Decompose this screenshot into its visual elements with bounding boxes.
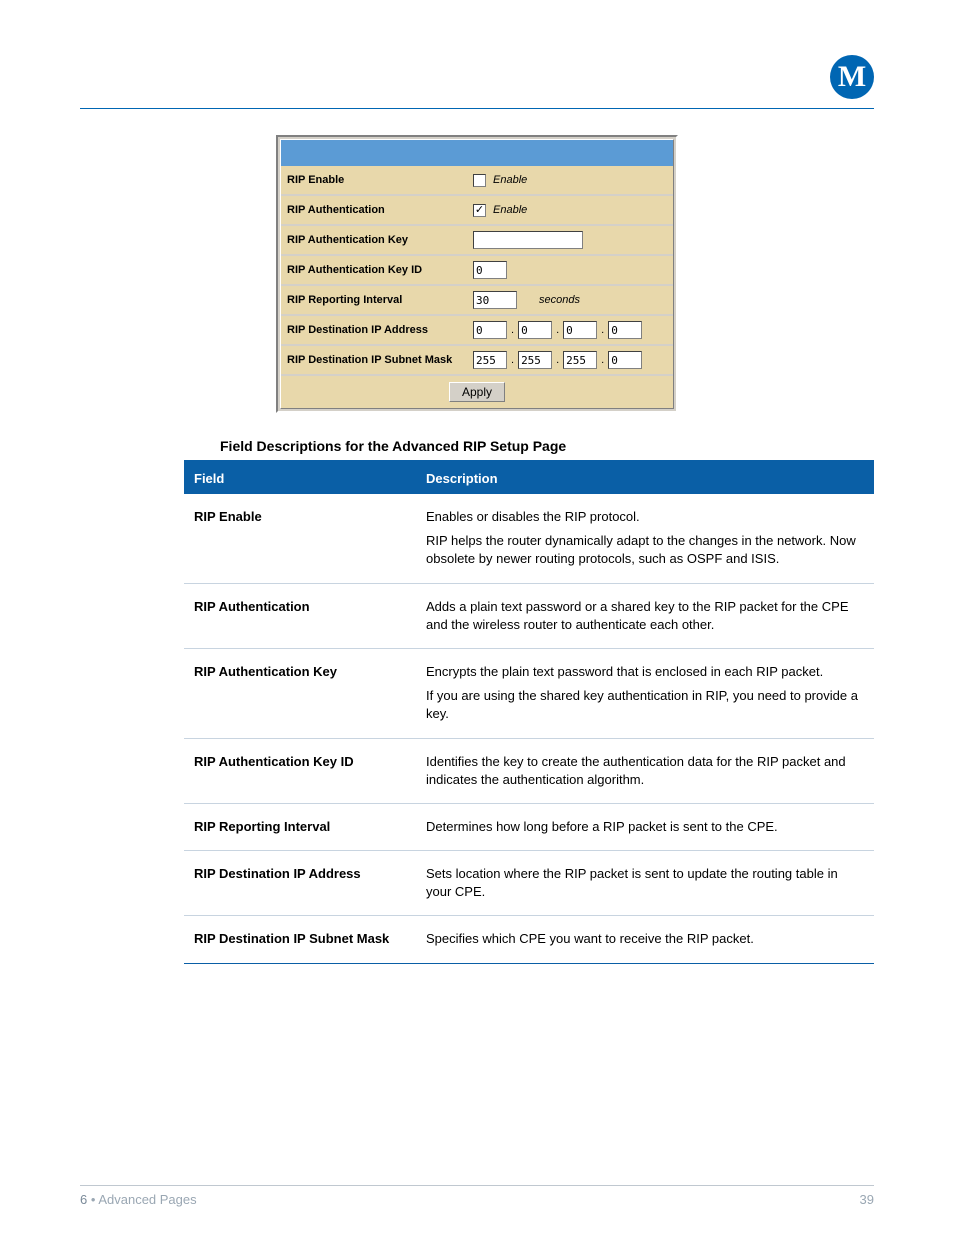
text-input[interactable] (473, 231, 583, 249)
config-panel-header (281, 140, 673, 166)
footer-bullet: • (91, 1192, 96, 1207)
header-description: Description (426, 471, 864, 486)
ip-octet-input[interactable] (473, 321, 507, 339)
footer-chapter-num: 6 (80, 1192, 87, 1207)
desc-row: RIP EnableEnables or disables the RIP pr… (184, 494, 874, 584)
checkbox[interactable] (473, 174, 486, 187)
ip-octet-input[interactable] (608, 321, 642, 339)
desc-field-name: RIP Authentication Key (194, 663, 426, 724)
config-row-control: Enable (473, 174, 667, 187)
apply-button[interactable]: Apply (449, 382, 505, 402)
desc-field-text: Specifies which CPE you want to receive … (426, 930, 864, 948)
logo-letter: M (830, 55, 874, 99)
text-input[interactable] (473, 291, 517, 309)
config-row-control (473, 231, 667, 249)
config-row-control (473, 261, 667, 279)
desc-field-name: RIP Authentication (194, 598, 426, 634)
config-row: RIP Authentication✓ Enable (281, 196, 673, 226)
text-input[interactable] (473, 261, 507, 279)
desc-row: RIP AuthenticationAdds a plain text pass… (184, 584, 874, 649)
config-row: RIP Reporting Interval seconds (281, 286, 673, 316)
config-row-label: RIP Authentication Key (287, 234, 473, 246)
config-row-label: RIP Destination IP Subnet Mask (287, 354, 473, 366)
desc-field-text: Adds a plain text password or a shared k… (426, 598, 864, 634)
desc-field-text: Encrypts the plain text password that is… (426, 663, 864, 724)
desc-field-name: RIP Authentication Key ID (194, 753, 426, 789)
desc-field-text: Enables or disables the RIP protocol.RIP… (426, 508, 864, 569)
ip-octet-input[interactable] (518, 321, 552, 339)
input-suffix: seconds (539, 294, 580, 306)
ip-separator: . (601, 354, 604, 366)
ip-separator: . (556, 324, 559, 336)
config-row-label: RIP Authentication Key ID (287, 264, 473, 276)
ip-separator: . (511, 354, 514, 366)
config-row: RIP Destination IP Subnet Mask... (281, 346, 673, 376)
ip-separator: . (511, 324, 514, 336)
page-footer: 6 • Advanced Pages 39 (80, 1185, 874, 1207)
config-row-control: seconds (473, 291, 667, 309)
desc-field-name: RIP Reporting Interval (194, 818, 426, 836)
checkbox-label: Enable (493, 174, 527, 186)
desc-field-name: RIP Destination IP Address (194, 865, 426, 901)
config-row-label: RIP Destination IP Address (287, 324, 473, 336)
config-row-control: ... (473, 351, 667, 369)
desc-table-header: Field Description (184, 463, 874, 494)
ip-separator: . (556, 354, 559, 366)
config-row-label: RIP Enable (287, 174, 473, 186)
ip-octet-input[interactable] (473, 351, 507, 369)
desc-field-name: RIP Enable (194, 508, 426, 569)
config-row: RIP Enable Enable (281, 166, 673, 196)
header-field: Field (194, 471, 426, 486)
desc-row: RIP Reporting IntervalDetermines how lon… (184, 804, 874, 851)
desc-row: RIP Destination IP AddressSets location … (184, 851, 874, 916)
ip-octet-input[interactable] (518, 351, 552, 369)
config-row: RIP Authentication Key ID (281, 256, 673, 286)
desc-row: RIP Authentication KeyEncrypts the plain… (184, 649, 874, 739)
desc-row: RIP Authentication Key IDIdentifies the … (184, 739, 874, 804)
ip-octet-input[interactable] (608, 351, 642, 369)
field-description-table: Field Description RIP EnableEnables or d… (184, 460, 874, 964)
config-row: RIP Destination IP Address... (281, 316, 673, 346)
config-row-control: ✓ Enable (473, 204, 667, 217)
checkbox[interactable]: ✓ (473, 204, 486, 217)
ip-octet-input[interactable] (563, 321, 597, 339)
footer-chapter-title: Advanced Pages (98, 1192, 196, 1207)
desc-row: RIP Destination IP Subnet MaskSpecifies … (184, 916, 874, 962)
desc-field-name: RIP Destination IP Subnet Mask (194, 930, 426, 948)
brand-logo: M (830, 55, 874, 99)
desc-field-text: Sets location where the RIP packet is se… (426, 865, 864, 901)
desc-field-text: Identifies the key to create the authent… (426, 753, 864, 789)
rip-config-panel: RIP Enable Enable RIP Authentication✓ Enabl… (276, 135, 678, 413)
checkbox-label: Enable (493, 204, 527, 216)
desc-field-text: Determines how long before a RIP packet … (426, 818, 864, 836)
config-row-label: RIP Reporting Interval (287, 294, 473, 306)
footer-page-num: 39 (860, 1192, 874, 1207)
header-rule (80, 108, 874, 109)
ip-separator: . (601, 324, 604, 336)
section-title: Field Descriptions for the Advanced RIP … (220, 438, 874, 454)
config-row: RIP Authentication Key (281, 226, 673, 256)
config-row-label: RIP Authentication (287, 204, 473, 216)
config-row-control: ... (473, 321, 667, 339)
ip-octet-input[interactable] (563, 351, 597, 369)
